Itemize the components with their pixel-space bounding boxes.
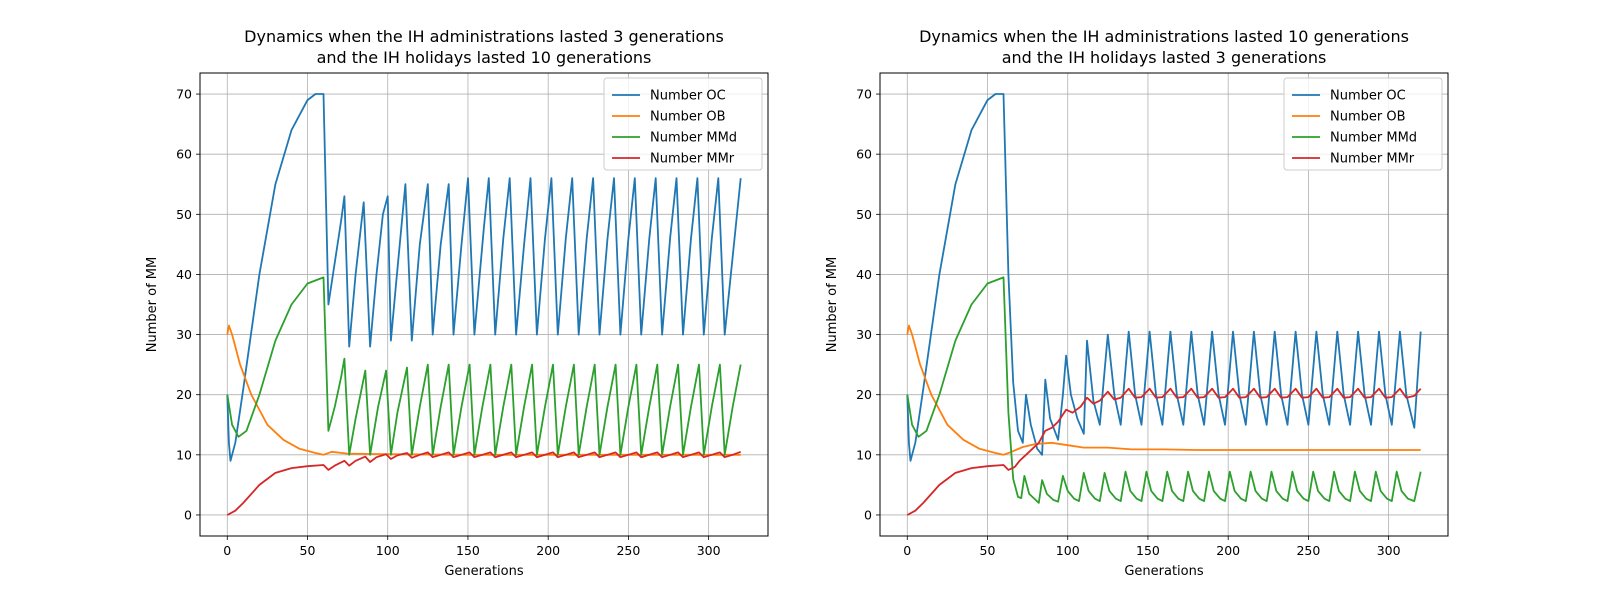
y-tick-label: 0 bbox=[184, 507, 192, 522]
chart-panel-2: 0 50 100 150 200 250 300 0 10 20 30 40 50 60 70 Generat… bbox=[825, 27, 1449, 579]
y-tick-label: 20 bbox=[856, 387, 872, 402]
series-line-number-mmr bbox=[226, 450, 742, 516]
x-tick-label: 250 bbox=[1296, 543, 1320, 558]
x-tick-label: 250 bbox=[616, 543, 640, 558]
y-tick-label: 30 bbox=[176, 327, 192, 342]
legend-label: Number OC bbox=[1330, 89, 1406, 104]
x-tick-label: 100 bbox=[376, 543, 400, 558]
x-tick-label: 200 bbox=[1216, 543, 1240, 558]
x-axis-label: Generations bbox=[1124, 564, 1204, 579]
legend-box bbox=[1283, 77, 1443, 171]
legend-label: Number MMd bbox=[1330, 131, 1417, 146]
y-tick-label: 0 bbox=[864, 507, 872, 522]
chart-panel-1: 0 50 100 150 200 250 300 0 10 20 30 40 50 60 70 Generat… bbox=[145, 27, 769, 579]
y-tick-label: 10 bbox=[856, 447, 872, 462]
chart-title-line-1: Dynamics when the IH administrations las… bbox=[919, 27, 1409, 46]
y-tick-label: 50 bbox=[176, 207, 192, 222]
x-tick-label: 100 bbox=[1056, 543, 1080, 558]
y-tick-label: 50 bbox=[856, 207, 872, 222]
chart-title-line-2: and the IH holidays lasted 10 generation… bbox=[317, 48, 652, 67]
series-line-number-oc bbox=[906, 93, 1422, 462]
legend: Number OC Number OB Number MMd Number MMr bbox=[603, 77, 763, 171]
x-axis-label: Generations bbox=[444, 564, 524, 579]
legend-label: Number MMd bbox=[650, 131, 737, 146]
plot-frame bbox=[879, 72, 1449, 537]
legend: Number OC Number OB Number MMd Number MMr bbox=[1283, 77, 1443, 171]
x-tick-label: 0 bbox=[903, 543, 911, 558]
legend-box bbox=[603, 77, 763, 171]
legend-label: Number MMr bbox=[650, 152, 735, 167]
x-tick-label: 150 bbox=[456, 543, 480, 558]
x-tick-label: 200 bbox=[536, 543, 560, 558]
y-tick-label: 10 bbox=[176, 447, 192, 462]
series-line-number-oc bbox=[226, 93, 742, 462]
y-tick-label: 40 bbox=[176, 267, 192, 282]
x-tick-label: 50 bbox=[980, 543, 996, 558]
y-axis-label: Number of MM bbox=[825, 257, 840, 352]
series-line-number-mmd bbox=[226, 276, 742, 456]
y-tick-label: 20 bbox=[176, 387, 192, 402]
x-tick-label: 0 bbox=[223, 543, 231, 558]
y-tick-label: 30 bbox=[856, 327, 872, 342]
legend-label: Number OC bbox=[650, 89, 726, 104]
x-tick-label: 150 bbox=[1136, 543, 1160, 558]
chart-title-line-2: and the IH holidays lasted 3 generations bbox=[1002, 48, 1327, 67]
chart-title-line-1: Dynamics when the IH administrations las… bbox=[244, 27, 724, 46]
legend-label: Number OB bbox=[1330, 110, 1406, 125]
x-tick-label: 300 bbox=[697, 543, 721, 558]
y-tick-label: 60 bbox=[856, 147, 872, 162]
series-line-number-mmr bbox=[906, 387, 1422, 516]
series-line-number-mmd bbox=[906, 276, 1422, 504]
y-tick-label: 60 bbox=[176, 147, 192, 162]
x-tick-label: 50 bbox=[300, 543, 316, 558]
x-tick-label: 300 bbox=[1377, 543, 1401, 558]
legend-label: Number MMr bbox=[1330, 152, 1415, 167]
series-line-number-ob bbox=[226, 324, 741, 456]
y-tick-label: 70 bbox=[856, 87, 872, 102]
y-tick-label: 40 bbox=[856, 267, 872, 282]
y-axis-label: Number of MM bbox=[145, 257, 160, 352]
legend-label: Number OB bbox=[650, 110, 726, 125]
y-tick-label: 70 bbox=[176, 87, 192, 102]
plot-frame bbox=[199, 72, 769, 537]
